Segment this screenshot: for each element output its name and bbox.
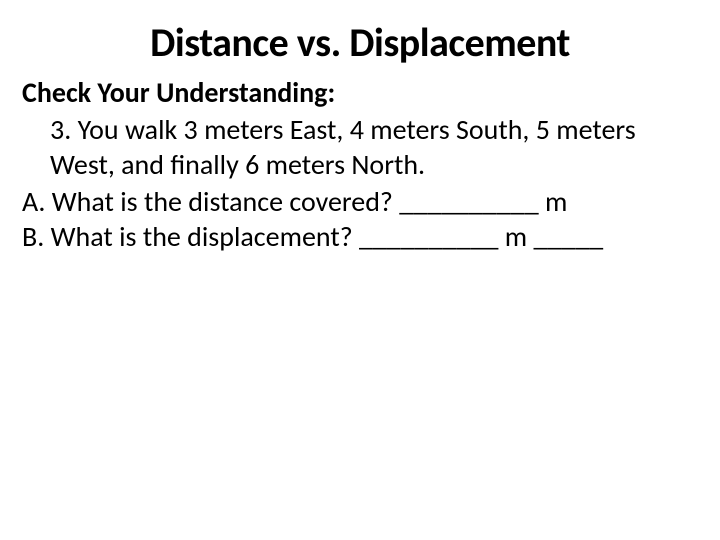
question-a: A. What is the distance covered? _______…	[22, 184, 698, 219]
problem-statement: 3. You walk 3 meters East, 4 meters Sout…	[22, 112, 698, 182]
question-b: B. What is the displacement? __________ …	[22, 219, 698, 254]
slide-title: Distance vs. Displacement	[22, 18, 698, 67]
section-subtitle: Check Your Understanding:	[22, 75, 698, 110]
